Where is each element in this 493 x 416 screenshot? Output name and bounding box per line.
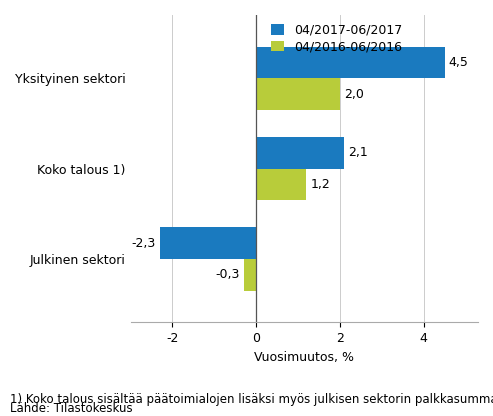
Bar [244,259,256,291]
Text: Lähde: Tilastokeskus: Lähde: Tilastokeskus [10,402,133,415]
Bar [160,228,256,259]
Text: 1,2: 1,2 [311,178,330,191]
Bar [256,168,306,200]
Text: 2,1: 2,1 [348,146,368,159]
Bar [256,137,344,168]
Text: -2,3: -2,3 [132,237,156,250]
Bar [256,78,340,110]
Text: 1) Koko talous sisältää päätoimialojen lisäksi myös julkisen sektorin palkkasumm: 1) Koko talous sisältää päätoimialojen l… [10,393,493,406]
Bar [256,47,445,78]
Legend: 04/2017-06/2017, 04/2016-06/2016: 04/2017-06/2017, 04/2016-06/2016 [269,21,405,56]
X-axis label: Vuosimuutos, %: Vuosimuutos, % [254,351,354,364]
Text: 2,0: 2,0 [344,88,364,101]
Text: 4,5: 4,5 [449,56,468,69]
Text: -0,3: -0,3 [215,268,240,281]
